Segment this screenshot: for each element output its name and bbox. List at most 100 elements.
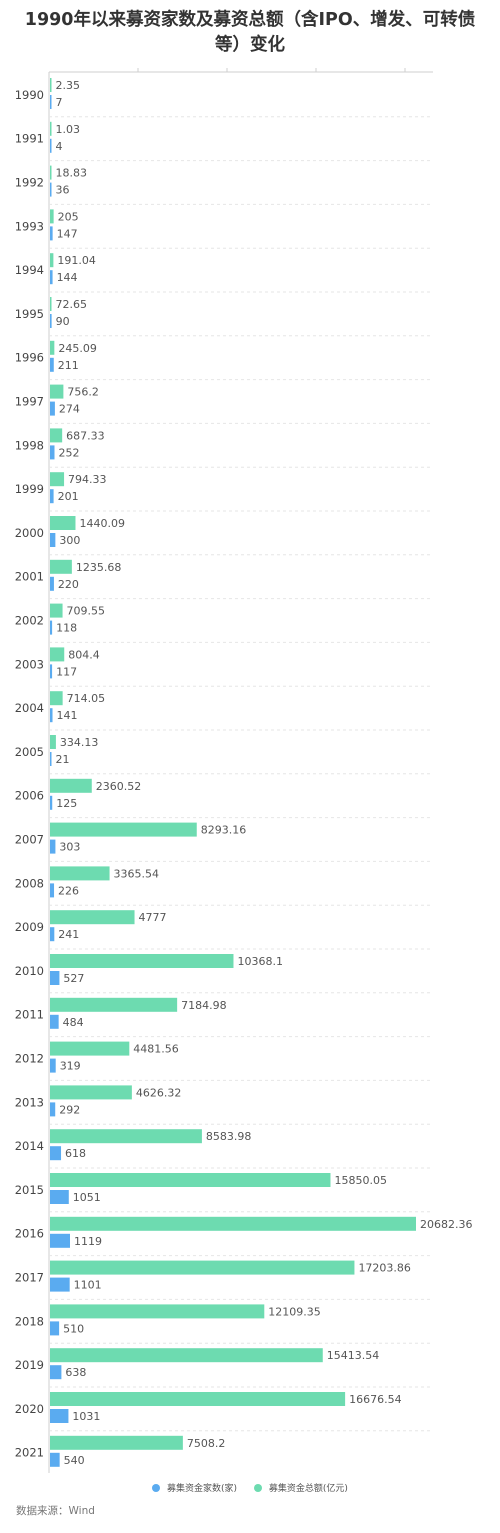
bar-amount bbox=[50, 1085, 132, 1100]
legend-dot-count bbox=[152, 1483, 161, 1492]
bar-count bbox=[50, 1146, 62, 1161]
data-label-count: 319 bbox=[60, 1060, 81, 1073]
bar-count bbox=[50, 1233, 70, 1248]
bar-count bbox=[50, 182, 52, 197]
data-label-count: 484 bbox=[63, 1016, 84, 1029]
bar-count bbox=[50, 927, 55, 942]
bar-count bbox=[50, 138, 52, 153]
bar-count bbox=[50, 620, 53, 635]
legend-item-amount[interactable]: 募集资金总额(亿元) bbox=[253, 1481, 348, 1494]
bar-amount bbox=[50, 1435, 183, 1450]
category-label: 2010 bbox=[15, 964, 44, 978]
data-label-amount: 4481.56 bbox=[133, 1043, 179, 1056]
data-label-amount: 10368.1 bbox=[237, 955, 283, 968]
data-label-amount: 2.35 bbox=[56, 79, 81, 92]
category-label: 1996 bbox=[15, 351, 44, 365]
bar-count bbox=[50, 314, 52, 328]
data-label-amount: 3365.54 bbox=[114, 867, 160, 880]
data-label-count: 226 bbox=[58, 884, 79, 897]
data-label-amount: 714.05 bbox=[67, 692, 106, 705]
data-label-amount: 687.33 bbox=[66, 429, 105, 442]
data-label-count: 118 bbox=[56, 622, 77, 635]
bar-count bbox=[50, 839, 56, 854]
data-label-count: 141 bbox=[57, 709, 78, 722]
bar-count bbox=[50, 1058, 56, 1073]
bar-count bbox=[50, 95, 52, 109]
data-label-amount: 2360.52 bbox=[96, 780, 142, 793]
bar-amount bbox=[50, 1041, 130, 1056]
data-label-count: 274 bbox=[59, 403, 80, 416]
bar-count bbox=[50, 752, 52, 766]
category-label: 2003 bbox=[15, 657, 44, 671]
category-label: 2011 bbox=[15, 1008, 44, 1022]
bar-amount bbox=[50, 1392, 346, 1406]
data-label-count: 1051 bbox=[73, 1191, 101, 1204]
legend-label-amount: 募集资金总额(亿元) bbox=[268, 1484, 348, 1494]
bar-amount bbox=[50, 910, 135, 925]
data-label-amount: 334.13 bbox=[60, 736, 98, 749]
data-label-count: 211 bbox=[58, 359, 79, 372]
bar-count bbox=[50, 795, 53, 810]
data-label-amount: 8583.98 bbox=[206, 1130, 252, 1143]
data-label-count: 1119 bbox=[74, 1235, 102, 1248]
chart-legend: 募集资金家数(家) 募集资金总额(亿元) bbox=[0, 1481, 500, 1494]
bar-count bbox=[50, 1277, 70, 1292]
bar-count bbox=[50, 445, 55, 460]
data-label-count: 300 bbox=[59, 534, 80, 547]
category-label: 2014 bbox=[15, 1139, 44, 1153]
category-label: 1992 bbox=[15, 176, 44, 190]
category-label: 2005 bbox=[15, 745, 44, 759]
data-label-count: 201 bbox=[58, 490, 79, 503]
bar-amount bbox=[50, 954, 234, 968]
data-label-count: 540 bbox=[64, 1454, 85, 1467]
category-label: 2019 bbox=[15, 1358, 44, 1372]
bar-amount bbox=[50, 559, 72, 574]
legend-item-count[interactable]: 募集资金家数(家) bbox=[152, 1481, 237, 1494]
bar-amount bbox=[50, 778, 92, 793]
category-label: 2009 bbox=[15, 920, 44, 934]
data-label-count: 292 bbox=[59, 1103, 80, 1116]
data-label-amount: 794.33 bbox=[68, 473, 107, 486]
bar-amount bbox=[50, 603, 63, 618]
category-label: 2008 bbox=[15, 876, 44, 890]
data-label-count: 638 bbox=[65, 1366, 86, 1379]
category-label: 2017 bbox=[15, 1271, 44, 1285]
bar-count bbox=[50, 883, 55, 898]
bar-count bbox=[50, 576, 54, 591]
category-label: 2018 bbox=[15, 1314, 44, 1328]
bar-count bbox=[50, 401, 55, 416]
data-label-amount: 205 bbox=[58, 210, 79, 223]
data-label-count: 90 bbox=[56, 315, 70, 328]
bar-amount bbox=[50, 1216, 416, 1231]
category-label: 2013 bbox=[15, 1095, 44, 1109]
category-label: 1990 bbox=[15, 88, 44, 102]
data-label-amount: 709.55 bbox=[67, 605, 106, 618]
bar-amount bbox=[50, 735, 56, 749]
bar-count bbox=[50, 533, 56, 547]
data-label-count: 21 bbox=[56, 753, 70, 766]
data-label-amount: 15413.54 bbox=[327, 1349, 380, 1362]
bar-amount bbox=[50, 428, 63, 443]
bar-amount bbox=[50, 253, 54, 268]
bar-amount bbox=[50, 691, 63, 706]
data-label-amount: 4777 bbox=[139, 911, 167, 924]
category-label: 2020 bbox=[15, 1402, 44, 1416]
bar-count bbox=[50, 226, 53, 241]
bar-amount bbox=[50, 384, 64, 399]
category-label: 2006 bbox=[15, 789, 44, 803]
bar-amount bbox=[50, 647, 65, 662]
bar-count bbox=[50, 357, 54, 372]
data-label-count: 527 bbox=[63, 972, 84, 985]
data-label-count: 252 bbox=[59, 446, 80, 459]
data-label-amount: 7184.98 bbox=[181, 999, 227, 1012]
bar-amount bbox=[50, 866, 110, 881]
data-label-amount: 16676.54 bbox=[349, 1393, 402, 1406]
bar-count bbox=[50, 708, 53, 723]
category-label: 1994 bbox=[15, 263, 44, 277]
legend-label-count: 募集资金家数(家) bbox=[167, 1484, 238, 1494]
data-label-amount: 1.03 bbox=[56, 123, 81, 136]
bar-amount bbox=[50, 1304, 265, 1319]
bar-amount bbox=[50, 1129, 202, 1144]
category-label: 2012 bbox=[15, 1052, 44, 1066]
data-label-count: 1101 bbox=[74, 1279, 102, 1292]
